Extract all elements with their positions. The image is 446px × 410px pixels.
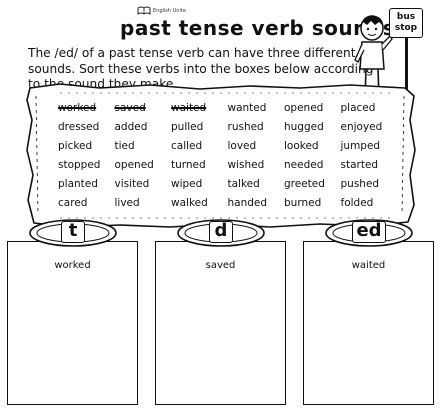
logo: English Unite bbox=[137, 6, 186, 15]
word-item[interactable]: opened bbox=[284, 102, 324, 114]
word-item[interactable]: walked bbox=[171, 197, 208, 209]
word-item[interactable]: burned bbox=[284, 197, 322, 209]
word-item[interactable]: looked bbox=[284, 140, 319, 152]
word-item[interactable]: dressed bbox=[58, 121, 100, 133]
word-item[interactable]: called bbox=[171, 140, 203, 152]
word-item[interactable]: lived bbox=[114, 197, 140, 209]
word-item[interactable]: pulled bbox=[171, 121, 204, 133]
sort-box-t[interactable]: worked bbox=[7, 241, 138, 405]
sort-box-ed[interactable]: waited bbox=[303, 241, 434, 405]
word-item[interactable]: rushed bbox=[227, 121, 264, 133]
word-item[interactable]: turned bbox=[171, 159, 206, 171]
page-title: past tense verb sounds bbox=[120, 16, 396, 40]
sign-line-2: stop bbox=[394, 23, 418, 33]
word-item[interactable]: planted bbox=[58, 178, 98, 190]
book-logo-icon bbox=[137, 6, 151, 15]
bus-stop-sign-icon: bus stop bbox=[389, 8, 423, 38]
word-item[interactable]: started bbox=[340, 159, 379, 171]
logo-text: English Unite bbox=[153, 7, 186, 14]
word-item[interactable]: cared bbox=[58, 197, 88, 209]
word-item[interactable]: folded bbox=[340, 197, 374, 209]
word-item[interactable]: talked bbox=[227, 178, 260, 190]
word-item[interactable]: handed bbox=[227, 197, 268, 209]
word-item[interactable]: greeted bbox=[284, 178, 325, 190]
word-item[interactable]: wanted bbox=[227, 102, 267, 114]
word-item[interactable]: jumped bbox=[340, 140, 381, 152]
word-item[interactable]: tied bbox=[114, 140, 135, 152]
box-example-word: waited bbox=[351, 260, 386, 271]
word-item[interactable]: opened bbox=[114, 159, 154, 171]
word-item[interactable]: waited bbox=[171, 102, 207, 114]
word-item[interactable]: wished bbox=[227, 159, 265, 171]
word-item[interactable]: stopped bbox=[58, 159, 101, 171]
sound-badge-ed: ed bbox=[324, 218, 414, 248]
sign-pole bbox=[405, 38, 408, 105]
sound-label: d bbox=[209, 221, 233, 243]
word-item[interactable]: pushed bbox=[340, 178, 380, 190]
word-item[interactable]: worked bbox=[58, 102, 97, 114]
sound-badge-d: d bbox=[176, 218, 266, 248]
word-item[interactable]: needed bbox=[284, 159, 324, 171]
word-item[interactable]: wiped bbox=[171, 178, 203, 190]
word-item[interactable]: saved bbox=[114, 102, 146, 114]
box-example-word: saved bbox=[205, 260, 236, 271]
word-item[interactable]: hugged bbox=[284, 121, 324, 133]
word-item[interactable]: placed bbox=[340, 102, 376, 114]
word-item[interactable]: picked bbox=[58, 140, 93, 152]
word-item[interactable]: enjoyed bbox=[340, 121, 383, 133]
sound-badge-t: t bbox=[28, 218, 118, 248]
sort-box-d[interactable]: saved bbox=[155, 241, 286, 405]
box-example-word: worked bbox=[54, 260, 91, 271]
sound-label: ed bbox=[352, 221, 386, 243]
word-item[interactable]: visited bbox=[114, 178, 150, 190]
sound-label: t bbox=[61, 221, 85, 243]
word-bank: worked saved waited wanted opened placed dress… bbox=[58, 99, 398, 213]
word-item[interactable]: loved bbox=[227, 140, 257, 152]
sign-line-1: bus bbox=[396, 12, 416, 22]
word-item[interactable]: added bbox=[114, 121, 148, 133]
